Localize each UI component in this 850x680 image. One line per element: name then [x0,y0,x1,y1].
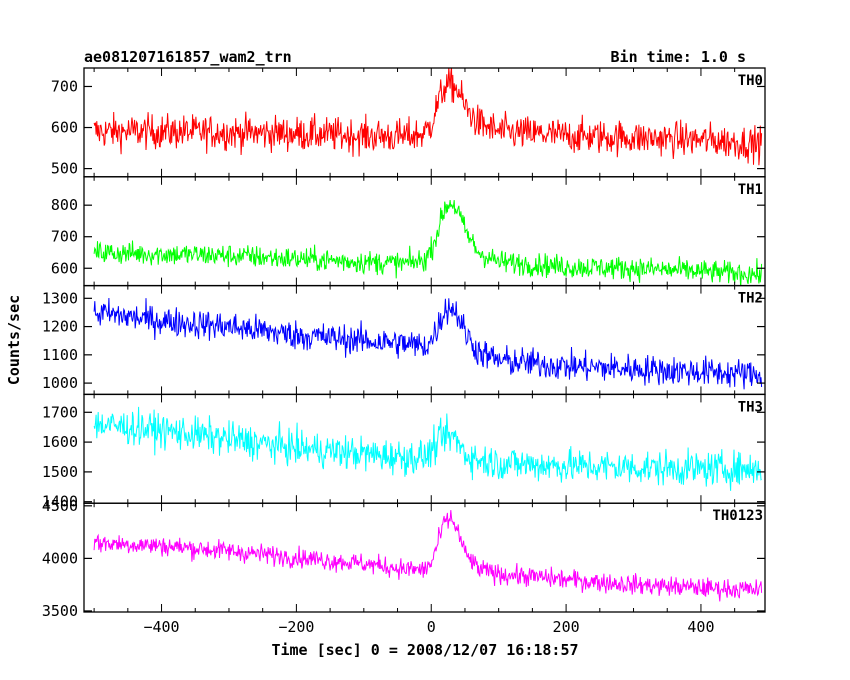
series-line-th1 [93,200,763,286]
panel-label-th3: TH3 [738,399,763,415]
y-tick-label: 800 [51,196,78,214]
panel-th3: 1400 1500 1600 1700 TH3 [42,393,766,511]
series-line-th2 [93,297,763,390]
x-axis-label: Time [sec] 0 = 2008/12/07 16:18:57 [271,641,578,659]
series-line-th3 [93,406,762,491]
x-tick-label: −200 [278,618,314,636]
y-tick-label: 500 [51,160,78,178]
y-tick-label: 1500 [42,463,78,481]
y-tick-label: 1300 [42,289,78,307]
y-tick-label: 3500 [42,602,78,620]
panel-th0123: 3500 4000 4500 TH0123 [42,497,766,620]
x-axis: −400 −200 0 200 400 [143,618,714,636]
panel-label-th2: TH2 [738,291,763,307]
y-tick-label: 700 [51,228,78,246]
x-tick-label: 0 [427,618,436,636]
y-tick-label: 700 [51,77,78,95]
y-tick-label: 1100 [42,346,78,364]
y-tick-label: 1200 [42,318,78,336]
bin-time-label: Bin time: 1.0 s [611,48,746,66]
x-tick-label: 200 [553,618,580,636]
y-tick-label: 1000 [42,374,78,392]
y-tick-label: 1600 [42,433,78,451]
panel-th1: 600 700 800 TH1 [51,176,766,287]
panels-group: 500 600 700 TH0 600 700 800 TH1 1000 1100 1200 1300… [42,67,766,620]
y-tick-label: 1400 [42,493,78,511]
y-axis-label: Counts/sec [5,295,23,385]
panel-th0: 500 600 700 TH0 [51,67,766,178]
panel-th2: 1000 1100 1200 1300 TH2 [42,284,766,396]
chart-title: ae081207161857_wam2_trn [84,48,292,66]
series-line-th0123 [93,510,763,602]
x-tick-label: −400 [143,618,179,636]
y-tick-label: 1700 [42,403,78,421]
panel-label-th0: TH0 [738,73,763,89]
y-tick-label: 4500 [42,497,78,515]
y-tick-label: 4000 [42,549,78,567]
panel-label-th0123: TH0123 [712,508,763,524]
x-tick-label: 400 [687,618,714,636]
panel-frame [83,502,766,613]
panel-label-th1: TH1 [738,182,763,198]
y-tick-label: 600 [51,119,78,137]
y-tick-label: 600 [51,259,78,277]
series-line-th0 [93,68,763,166]
